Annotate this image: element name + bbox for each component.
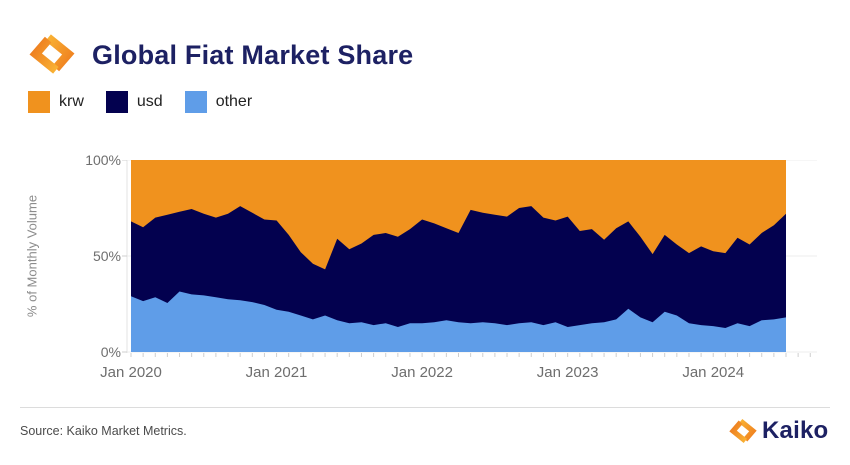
x-tick-label: Jan 2020 bbox=[100, 364, 162, 381]
source-note: Source: Kaiko Market Metrics. bbox=[20, 424, 187, 438]
area-other bbox=[131, 291, 786, 352]
footer-divider bbox=[20, 407, 830, 408]
x-tick-label: Jan 2023 bbox=[536, 364, 599, 381]
y-tick-label: 50% bbox=[92, 248, 121, 264]
brand-name: Kaiko bbox=[762, 417, 829, 444]
stacked-area-chart bbox=[122, 160, 817, 357]
y-tick-label: 0% bbox=[100, 344, 121, 360]
page-title: Global Fiat Market Share bbox=[92, 40, 414, 70]
x-tick-label: Jan 2022 bbox=[391, 364, 453, 381]
legend-swatch-krw bbox=[28, 91, 50, 113]
chart-legend: krw usd other bbox=[28, 91, 274, 113]
x-tick-label: Jan 2024 bbox=[682, 364, 745, 381]
y-tick-label: 100% bbox=[85, 152, 121, 168]
y-axis-title: % of Monthly Volume bbox=[24, 194, 40, 318]
kaiko-logo-icon bbox=[729, 419, 757, 443]
legend-label: other bbox=[215, 93, 253, 110]
legend-label: usd bbox=[136, 93, 163, 110]
legend-swatch-usd bbox=[105, 91, 128, 113]
legend-item-usd: usd bbox=[105, 91, 163, 113]
x-tick-label: Jan 2021 bbox=[245, 364, 308, 381]
legend-swatch-other bbox=[184, 91, 207, 113]
kaiko-brand: Kaiko bbox=[729, 417, 828, 445]
legend-item-krw: krw bbox=[28, 91, 84, 113]
legend-item-other: other bbox=[184, 91, 253, 113]
legend-label: krw bbox=[59, 93, 84, 110]
kaiko-logo-icon bbox=[29, 34, 75, 74]
